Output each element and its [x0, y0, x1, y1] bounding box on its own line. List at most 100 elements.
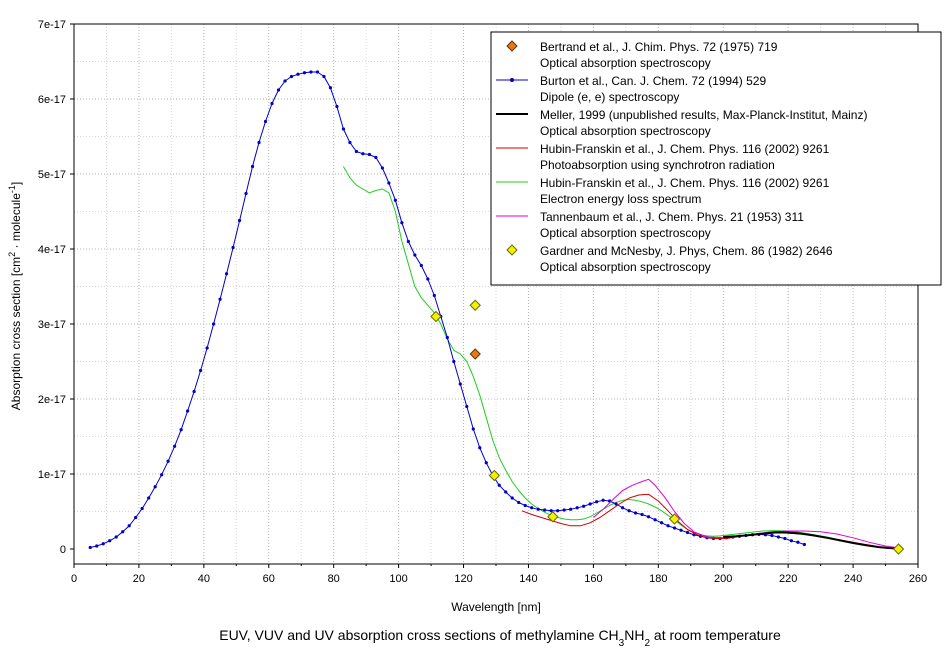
burton-point [166, 459, 170, 463]
burton-point [153, 485, 157, 489]
legend-entry-method: Optical absorption spectroscopy [540, 124, 711, 138]
legend-entry-title: Gardner and McNesby, J. Phys, Chem. 86 (… [540, 244, 833, 258]
gardner-marker [892, 543, 905, 555]
burton-point [218, 297, 222, 301]
burton-point [478, 446, 482, 450]
burton-point [367, 152, 371, 157]
burton-point [588, 502, 592, 506]
burton-point [789, 539, 794, 543]
legend-entry-method: Optical absorption spectroscopy [540, 56, 711, 70]
burton-point [595, 500, 599, 504]
legend-entry-method: Photoabsorption using synchrotron radiat… [540, 158, 775, 172]
y-axis-label: Absorption cross section [cm2 · molecule… [7, 182, 23, 410]
y-tick-label: 1e-17 [38, 469, 66, 481]
burton-point [296, 72, 300, 76]
burton-point [250, 164, 255, 169]
burton-point [328, 86, 333, 90]
burton-point [627, 509, 631, 513]
y-tick-label: 6e-17 [38, 94, 66, 106]
x-tick-label: 260 [909, 573, 927, 585]
legend-entry-title: Hubin-Franskin et al., J. Chem. Phys. 11… [540, 142, 830, 156]
burton-point [393, 198, 397, 202]
burton-point [426, 277, 430, 281]
x-axis: 0 20 40 60 80 100 120 140 160 180 200 220 240 260 [71, 564, 927, 585]
burton-point [374, 155, 378, 160]
legend-entry-method: Optical absorption spectroscopy [540, 226, 711, 240]
burton-point [530, 506, 534, 510]
burton-point [302, 71, 307, 75]
burton-point [283, 79, 287, 83]
burton-point [231, 245, 235, 250]
burton-point [685, 530, 690, 535]
y-tick-label: 7e-17 [38, 19, 66, 31]
burton-point [160, 473, 164, 477]
series-layer [88, 70, 902, 550]
x-tick-label: 160 [584, 573, 602, 585]
burton-point [205, 346, 209, 350]
burton-point [322, 74, 326, 79]
burton-point [380, 166, 384, 170]
x-tick-label: 200 [714, 573, 732, 585]
legend-symbol-dot [510, 78, 514, 82]
x-tick-label: 220 [779, 573, 797, 585]
legend-entry-method: Optical absorption spectroscopy [540, 260, 711, 274]
burton-point [562, 508, 566, 512]
burton-point [335, 104, 339, 109]
burton-point [276, 88, 281, 92]
burton-point [127, 524, 131, 528]
burton-point [179, 428, 183, 432]
burton-point [413, 253, 417, 257]
burton-point [88, 545, 92, 550]
legend-entry-title: Burton et al., Can. J. Chem. 72 (1994) 5… [540, 74, 766, 88]
x-tick-label: 20 [133, 573, 145, 585]
burton-point [289, 74, 294, 79]
burton-point [556, 509, 560, 513]
burton-point [263, 119, 268, 124]
burton-point [224, 272, 229, 276]
burton-point [633, 511, 638, 515]
markers-layer [430, 299, 905, 555]
legend: Bertrand et al., J. Chim. Phys. 72 (1975… [490, 31, 942, 286]
burton-point [510, 496, 514, 500]
burton-point [646, 515, 651, 519]
burton-point [270, 101, 274, 106]
series-line-tannenbaum [593, 478, 902, 549]
legend-entry-method: Electron energy loss spectrum [540, 192, 701, 206]
x-tick-label: 0 [71, 573, 77, 585]
burton-point [257, 140, 261, 145]
burton-point [523, 503, 527, 508]
x-axis-label: Wavelength [nm] [451, 600, 541, 614]
burton-point [549, 509, 553, 513]
legend-entry-method: Dipole (e, e) spectroscopy [540, 90, 679, 104]
burton-point [640, 512, 644, 517]
burton-point [108, 539, 112, 543]
burton-point [659, 521, 664, 525]
burton-point [147, 496, 151, 500]
burton-point [361, 152, 365, 156]
x-tick-label: 80 [328, 573, 340, 585]
burton-point [445, 335, 449, 340]
burton-point [419, 263, 423, 268]
burton-point [400, 221, 404, 225]
burton-point [101, 542, 105, 546]
burton-point [569, 507, 573, 511]
burton-point [452, 359, 456, 364]
burton-point [582, 504, 586, 508]
burton-point [802, 542, 806, 547]
gardner-marker [430, 310, 442, 323]
burton-point [770, 533, 774, 538]
burton-point [504, 490, 508, 494]
grid [74, 24, 918, 564]
legend-entry-title: Tannenbaum et al., J. Chem. Phys. 21 (19… [540, 210, 804, 224]
burton-point [341, 127, 346, 131]
burton-point [140, 506, 144, 511]
legend-box [490, 31, 942, 286]
burton-point [354, 149, 359, 154]
x-tick-label: 140 [519, 573, 537, 585]
burton-point [679, 528, 683, 532]
burton-point [796, 540, 800, 544]
burton-point [653, 518, 657, 522]
x-tick-label: 60 [263, 573, 275, 585]
x-tick-label: 100 [389, 573, 407, 585]
burton-point [783, 536, 787, 541]
